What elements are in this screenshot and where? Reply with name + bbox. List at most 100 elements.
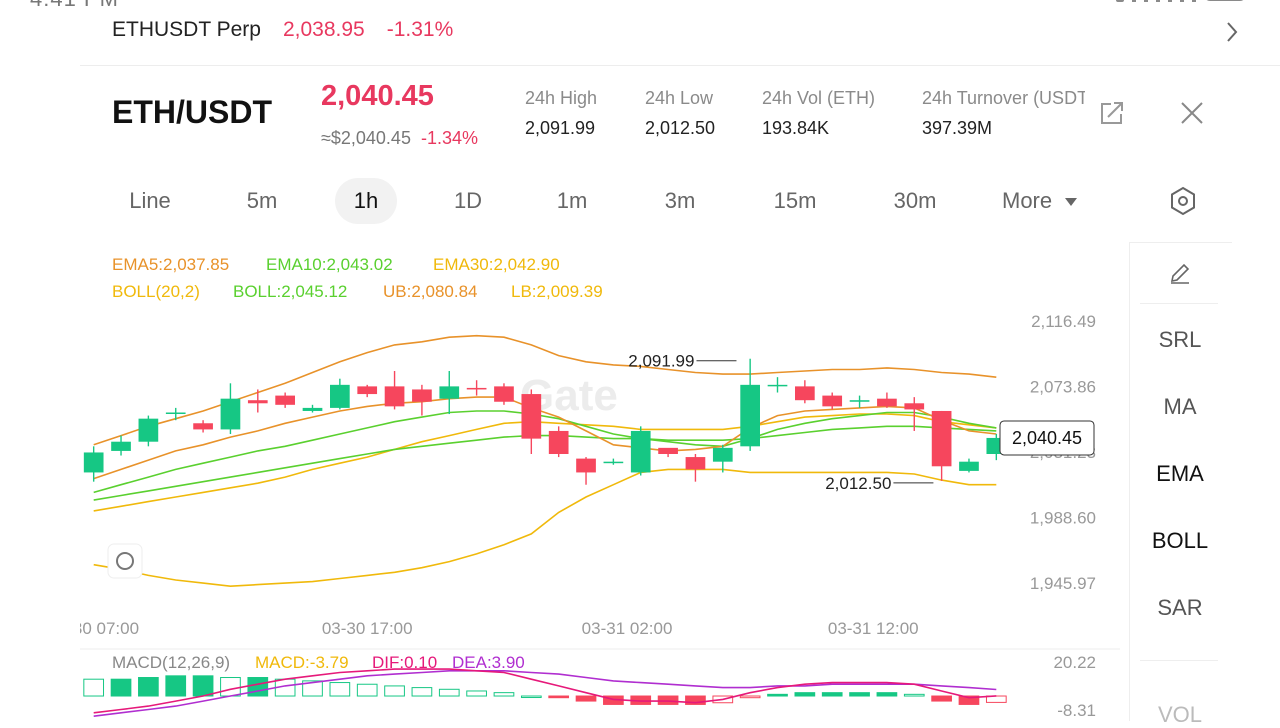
ema30-line [93, 425, 997, 501]
stat-value: 397.39M [922, 118, 993, 138]
legend-ema10: EMA10:2,043.02 [266, 255, 393, 274]
draw-pencil-icon[interactable] [1168, 261, 1192, 285]
ema5-line [93, 396, 997, 480]
candle-up [740, 384, 760, 447]
caret-down-icon [1065, 198, 1078, 207]
candle-down [275, 395, 295, 405]
macd-histogram-bar [903, 693, 925, 697]
side-vol[interactable]: VOL [1157, 702, 1203, 727]
candle-up [330, 384, 350, 408]
tab-15m[interactable]: 15m [773, 188, 817, 213]
x-tick-label: 03-30 17:00 [322, 619, 413, 638]
dif-line [93, 668, 997, 714]
stat-value: 193.84K [762, 118, 830, 138]
stat-label: 24h Vol (ETH) [762, 88, 876, 108]
dif-value: DIF:0.10 [372, 653, 437, 672]
stat-value: 2,091.99 [525, 118, 596, 138]
stat-turnover: 24h Turnover (USDT) 397.39M [922, 88, 1085, 139]
candle-down [822, 395, 843, 407]
last-price-box [999, 420, 1095, 456]
boll-mid-line [93, 413, 997, 512]
candle-up [165, 412, 186, 415]
candle-down [193, 423, 213, 430]
x-tick-label: 03-31 02:00 [582, 619, 673, 638]
legend-boll-mid: BOLL:2,045.12 [233, 282, 347, 301]
status-time: 4:41 PM [30, 0, 119, 12]
macd-histogram-bar [220, 677, 241, 697]
approx-price: ≈$2,040.45 [321, 128, 411, 148]
candle-down [357, 386, 378, 395]
macd-histogram-bar [493, 692, 515, 697]
candlestick-chart[interactable]: Gate 2,116.492,073.862,031.231,988.601,9… [80, 242, 1128, 720]
price-change: -1.34% [420, 128, 479, 148]
last-price-label: 2,040.45 [1012, 428, 1082, 448]
boll-lower-line [93, 468, 997, 588]
macd-histogram-bar [931, 695, 952, 702]
candle-down [877, 398, 897, 407]
side-srl[interactable]: SRL [1158, 327, 1202, 352]
candle-up [849, 400, 870, 402]
reset-view-button[interactable] [107, 543, 143, 579]
tab-line[interactable]: Line [129, 188, 171, 213]
tab-1h[interactable]: 1h [335, 178, 397, 224]
divider [80, 65, 1280, 66]
candle-up [83, 452, 104, 473]
tab-3m[interactable]: 3m [664, 188, 696, 213]
candle-up [138, 418, 159, 442]
share-icon[interactable] [1097, 98, 1127, 128]
macd-histogram-bar [83, 678, 105, 697]
macd-tick-label: -8.31 [1057, 701, 1096, 720]
close-icon[interactable] [1177, 98, 1207, 128]
candle-up [603, 461, 624, 464]
candle-down [548, 430, 569, 454]
candle-down [521, 394, 542, 439]
macd-value: MACD:-3.79 [255, 653, 349, 672]
macd-title: MACD(12,26,9) [112, 653, 230, 672]
y-tick-label: 1,945.97 [1030, 574, 1096, 593]
dea-value: DEA:3.90 [452, 653, 525, 672]
macd-histogram-bar [767, 693, 788, 697]
stat-label: 24h Low [645, 88, 714, 108]
macd-tick-label: 20.22 [1053, 653, 1096, 672]
candle-down [247, 400, 268, 404]
macd-histogram-bar [438, 688, 460, 697]
macd-histogram-bar [849, 692, 870, 697]
stat-value: 2,012.50 [645, 118, 716, 138]
candle-down [658, 447, 678, 454]
perp-ticker-bar[interactable]: ETHUSDT Perp 2,038.95 -1.31% [112, 18, 453, 42]
side-ema[interactable]: EMA [1156, 461, 1204, 486]
candle-up [439, 386, 460, 399]
y-tick-label: 2,073.86 [1030, 378, 1096, 397]
macd-histogram-bar [985, 695, 1007, 703]
rotate-icon [116, 552, 134, 570]
stat-volume: 24h Vol (ETH) 193.84K [762, 88, 912, 139]
legend-boll: BOLL(20,2) [112, 282, 200, 301]
stat-low: 24h Low 2,012.50 [645, 88, 755, 139]
candle-up [959, 461, 979, 471]
side-ma[interactable]: MA [1163, 394, 1197, 419]
chevron-right-icon[interactable] [1220, 20, 1244, 44]
stat-label: 24h High [525, 88, 598, 108]
legend-ub: UB:2,080.84 [383, 282, 478, 301]
chart-settings-icon[interactable] [1168, 185, 1198, 217]
macd-histogram-bar [575, 695, 597, 702]
legend-ema30: EMA30:2,042.90 [433, 255, 560, 274]
perp-price: 2,038.95 [282, 18, 365, 41]
macd-histogram-bar [739, 695, 761, 699]
macd-histogram-bar [876, 692, 898, 697]
candle-down [795, 386, 815, 401]
tab-1d[interactable]: 1D [453, 188, 483, 213]
tab-1m[interactable]: 1m [556, 188, 588, 213]
side-boll[interactable]: BOLL [1151, 528, 1209, 553]
side-sar[interactable]: SAR [1157, 595, 1203, 620]
tab-more[interactable]: More [1002, 178, 1102, 224]
macd-histogram-bar [794, 692, 816, 697]
candle-up [712, 447, 733, 462]
sub-price: ≈$2,040.45 -1.34% [321, 128, 478, 149]
macd-histogram-bar [821, 692, 843, 697]
tab-5m[interactable]: 5m [246, 188, 278, 213]
tab-30m[interactable]: 30m [893, 188, 937, 213]
perp-name: ETHUSDT Perp [112, 18, 261, 41]
macd-histogram-bar [520, 695, 542, 699]
candle-up [220, 398, 241, 430]
